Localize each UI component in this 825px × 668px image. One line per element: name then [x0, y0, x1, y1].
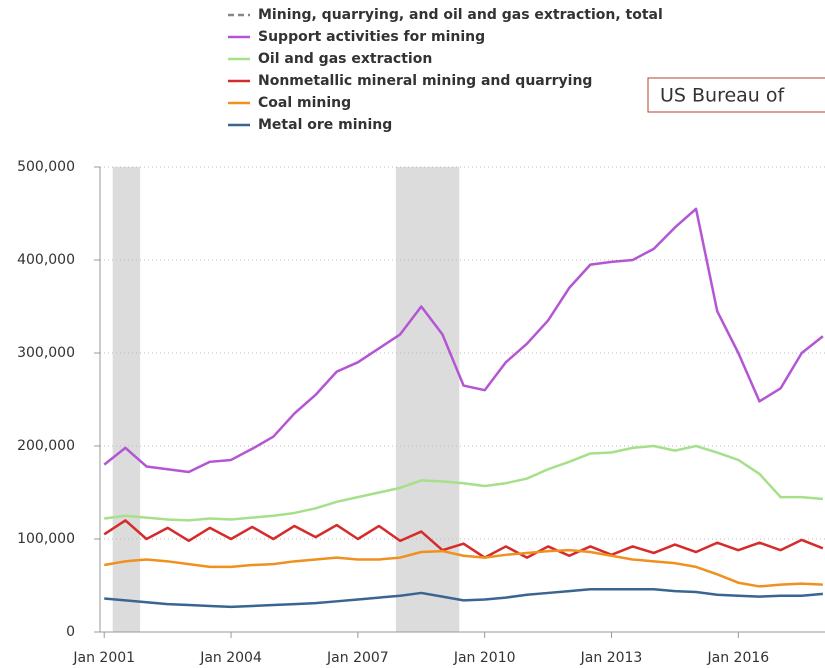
- series-line: [104, 444, 823, 522]
- series-line: [104, 548, 823, 588]
- legend-label: Metal ore mining: [258, 117, 392, 133]
- y-tick-label: 200,000: [17, 438, 75, 454]
- legend-label: Support activities for mining: [258, 29, 485, 45]
- x-tick-label: Jan 2001: [72, 650, 135, 666]
- x-tick-label: Jan 2007: [326, 650, 389, 666]
- y-tick-label: 400,000: [17, 252, 75, 268]
- note-box: [647, 77, 825, 113]
- recession-band: [395, 167, 460, 632]
- legend-label: Mining, quarrying, and oil and gas extra…: [258, 7, 663, 23]
- y-tick-label: 0: [66, 624, 75, 640]
- legend-label: Nonmetallic mineral mining and quarrying: [258, 73, 592, 89]
- foreground-layer: 0 100,000 200,000 300,000 400,000 500,000 Jan …: [17, 7, 825, 666]
- x-tick-label: Jan 2016: [707, 650, 770, 666]
- y-tick-label: 300,000: [17, 345, 75, 361]
- y-tick-label: 100,000: [17, 531, 75, 547]
- y-tick-label: 500,000: [17, 159, 75, 175]
- note-text: US Bureau of: [660, 85, 786, 107]
- x-tick-label: Jan 2004: [199, 650, 262, 666]
- legend-label: Coal mining: [258, 95, 351, 111]
- background-layer: [100, 166, 825, 632]
- x-tick-label: Jan 2010: [453, 650, 516, 666]
- series-line: [104, 587, 823, 609]
- recession-band: [112, 167, 141, 632]
- series-line: [103, 207, 824, 474]
- series-line: [103, 519, 824, 559]
- legend-label: Oil and gas extraction: [258, 51, 432, 67]
- x-tick-label: Jan 2013: [580, 650, 643, 666]
